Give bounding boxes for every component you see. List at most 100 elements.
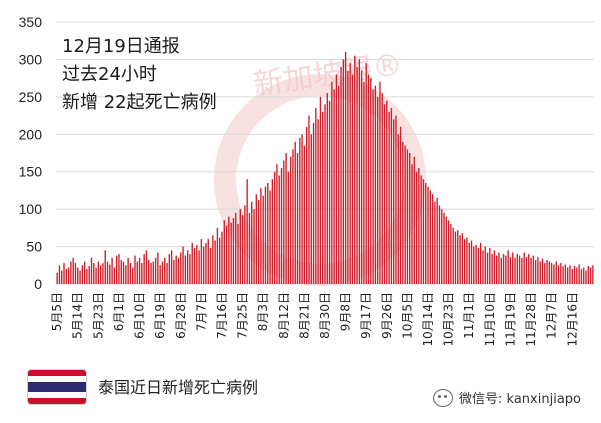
bar <box>521 257 523 284</box>
bar <box>381 93 383 284</box>
bar <box>196 245 198 284</box>
bar <box>592 265 594 284</box>
y-tick-label: 350 <box>19 14 43 30</box>
annotation-date: 12月19日通报 <box>62 36 180 57</box>
bar <box>374 85 377 284</box>
x-tick-label: 6月1日 <box>112 292 126 331</box>
bar <box>61 270 63 284</box>
bar <box>93 263 95 284</box>
bar <box>262 195 264 284</box>
bar <box>486 252 489 284</box>
bar <box>170 250 173 284</box>
bar <box>132 267 134 284</box>
bar <box>392 119 395 284</box>
bar <box>560 263 562 284</box>
bar <box>209 248 212 284</box>
x-tick-label: 10月14日 <box>421 292 435 347</box>
bar <box>333 89 335 284</box>
bar <box>523 252 525 284</box>
bar <box>193 248 196 284</box>
bar <box>331 81 333 284</box>
x-tick-label: 9月17日 <box>359 292 373 339</box>
x-tick-label: 5月5日 <box>50 292 64 331</box>
bar <box>216 227 219 284</box>
source-text: 微信号: kanxinjiapo <box>459 392 581 407</box>
bar <box>111 257 113 284</box>
chart-caption: 泰国近日新增死亡病例 <box>98 378 259 397</box>
bar <box>154 257 157 284</box>
x-tick-label: 8月21日 <box>297 292 311 339</box>
bar <box>340 66 342 285</box>
bar <box>379 81 381 284</box>
bar <box>301 134 303 284</box>
bar <box>376 96 379 284</box>
bar <box>402 141 404 284</box>
bar <box>365 63 367 284</box>
x-tick-label: 8月30日 <box>318 292 332 339</box>
bar <box>351 74 354 285</box>
x-tick-label: 11月1日 <box>462 292 476 339</box>
bar <box>550 263 553 284</box>
bar <box>532 255 535 284</box>
bar <box>569 265 571 284</box>
bar <box>344 51 347 284</box>
bar <box>271 179 274 284</box>
bar <box>557 265 560 284</box>
bar <box>372 89 374 284</box>
bar <box>431 194 434 284</box>
bar <box>303 145 306 284</box>
footer: 泰国近日新增死亡病例 微信号: kanxinjiapo <box>0 360 601 423</box>
bar <box>390 108 393 284</box>
bar <box>141 263 143 284</box>
bar <box>537 257 539 284</box>
bar <box>113 267 116 284</box>
bar <box>383 104 386 284</box>
bar <box>122 261 125 284</box>
bar <box>555 261 557 284</box>
bar <box>425 182 427 284</box>
bar <box>461 233 464 284</box>
bar <box>120 260 122 284</box>
annotation-period: 过去24小时 <box>62 64 157 85</box>
bar <box>241 215 244 284</box>
bar <box>223 220 225 284</box>
chart-bars <box>56 51 594 285</box>
bar <box>129 263 132 284</box>
bar <box>175 255 177 284</box>
bar <box>273 171 276 284</box>
x-tick-label: 8月12日 <box>277 292 291 339</box>
bar <box>386 100 388 284</box>
bar <box>317 119 319 284</box>
bar <box>413 156 415 284</box>
bar <box>566 267 569 284</box>
bar <box>225 225 228 284</box>
bar <box>305 126 308 284</box>
bar <box>200 239 203 284</box>
source-credit: 微信号: kanxinjiapo <box>433 388 581 407</box>
bar <box>326 93 328 284</box>
bar <box>564 264 567 284</box>
x-tick-label: 11月19日 <box>503 292 517 347</box>
bar <box>395 115 397 284</box>
x-tick-label: 7月16日 <box>215 292 229 339</box>
bar <box>134 255 136 284</box>
bar <box>86 269 88 284</box>
bar <box>388 111 390 284</box>
bar <box>491 254 493 284</box>
bar <box>65 269 67 284</box>
bar <box>118 254 120 284</box>
bar <box>289 156 292 284</box>
bar <box>294 141 296 284</box>
bar <box>285 153 287 284</box>
bar <box>186 250 189 284</box>
bar <box>138 257 141 284</box>
bar <box>479 242 482 284</box>
bar <box>145 250 148 284</box>
bar <box>409 153 411 284</box>
bar <box>99 265 102 284</box>
bar <box>205 242 207 284</box>
y-axis: 0 50 100 150 200 250 300 350 <box>19 14 43 292</box>
y-tick-label: 200 <box>19 126 43 142</box>
bar <box>157 252 159 284</box>
x-tick-label: 9月8日 <box>339 292 353 331</box>
